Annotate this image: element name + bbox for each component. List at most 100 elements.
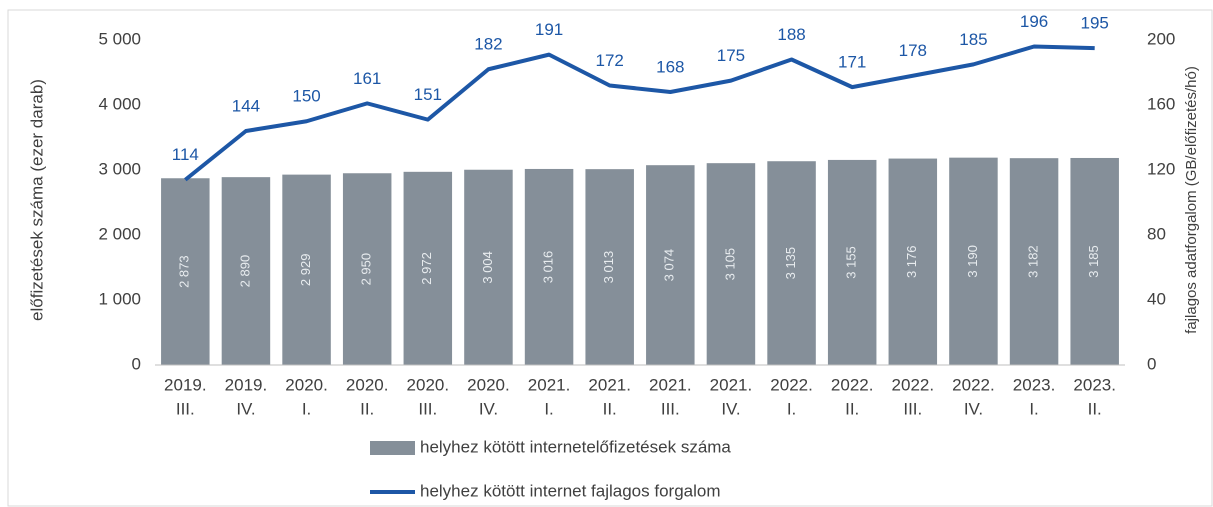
legend-label: helyhez kötött internetelőfizetések szám… bbox=[420, 437, 731, 456]
x-tick-label: 2020. bbox=[467, 375, 510, 394]
x-tick-label: II. bbox=[845, 399, 859, 418]
x-tick-label: II. bbox=[603, 399, 617, 418]
bar-value-label: 3 190 bbox=[965, 245, 980, 278]
line-value-label: 175 bbox=[717, 46, 745, 65]
bar-value-label: 2 950 bbox=[359, 253, 374, 286]
bar-value-label: 3 016 bbox=[541, 251, 556, 284]
bar-value-label: 3 182 bbox=[1026, 245, 1041, 278]
x-tick-label: 2021. bbox=[649, 375, 692, 394]
x-tick-label: IV. bbox=[479, 399, 498, 418]
x-tick-label: 2020. bbox=[285, 375, 328, 394]
x-tick-label: I. bbox=[787, 399, 796, 418]
y2-tick-label: 80 bbox=[1147, 224, 1166, 243]
y-axis-label: előfizetések száma (ezer darab) bbox=[27, 79, 46, 321]
legend-label: helyhez kötött internet fajlagos forgalo… bbox=[420, 481, 721, 500]
y-tick-label: 5 000 bbox=[98, 29, 141, 48]
line-value-label: 171 bbox=[838, 53, 866, 72]
line bbox=[184, 44, 1095, 182]
x-tick-label: II. bbox=[1088, 399, 1102, 418]
x-tick-label: 2023. bbox=[1013, 375, 1056, 394]
line-value-label: 195 bbox=[1081, 14, 1109, 33]
bar bbox=[464, 169, 513, 365]
x-tick-label: 2022. bbox=[770, 375, 813, 394]
x-tick-label: 2022. bbox=[892, 375, 935, 394]
bar bbox=[827, 159, 877, 365]
x-tick-label: 2021. bbox=[588, 375, 631, 394]
bar bbox=[706, 163, 756, 365]
line-value-label: 178 bbox=[899, 41, 927, 60]
y2-tick-label: 120 bbox=[1147, 159, 1175, 178]
bar bbox=[342, 173, 392, 365]
bar bbox=[1009, 158, 1059, 365]
y-tick-label: 1 000 bbox=[98, 289, 141, 308]
y-tick-label: 4 000 bbox=[98, 94, 141, 113]
bar-value-label: 3 004 bbox=[480, 251, 495, 284]
x-tick-label: 2022. bbox=[831, 375, 874, 394]
x-tick-label: 2022. bbox=[952, 375, 995, 394]
bar bbox=[221, 177, 271, 365]
line-value-label: 172 bbox=[596, 51, 624, 70]
x-tick-label: 2020. bbox=[407, 375, 450, 394]
x-tick-label: 2021. bbox=[528, 375, 571, 394]
y2-tick-label: 40 bbox=[1147, 289, 1166, 308]
bar-value-label: 3 176 bbox=[904, 246, 919, 279]
x-tick-label: I. bbox=[544, 399, 553, 418]
x-tick-label: IV. bbox=[236, 399, 255, 418]
bar-value-label: 2 972 bbox=[419, 252, 434, 285]
bar bbox=[949, 157, 998, 365]
bar bbox=[585, 169, 634, 365]
line-value-label: 168 bbox=[656, 57, 684, 76]
x-tick-label: I. bbox=[1029, 399, 1038, 418]
x-tick-label: III. bbox=[418, 399, 437, 418]
bar-value-label: 2 873 bbox=[177, 255, 192, 288]
bar bbox=[524, 168, 574, 365]
y-tick-label: 3 000 bbox=[98, 159, 141, 178]
bar-value-label: 3 074 bbox=[662, 249, 677, 282]
bar bbox=[646, 165, 695, 365]
line-value-label: 144 bbox=[232, 96, 260, 115]
x-tick-label: IV. bbox=[964, 399, 983, 418]
bar-value-label: 3 155 bbox=[844, 246, 859, 279]
line-value-label: 185 bbox=[959, 30, 987, 49]
line-value-label: 196 bbox=[1020, 12, 1048, 31]
legend-swatch bbox=[370, 441, 415, 455]
y2-axis-label: fajlagos adatforgalom (GB/előfizetés/hó) bbox=[1183, 66, 1200, 334]
bar bbox=[403, 171, 453, 365]
bar bbox=[161, 178, 210, 365]
x-tick-label: 2021. bbox=[710, 375, 753, 394]
x-tick-label: 2019. bbox=[225, 375, 268, 394]
x-tick-label: II. bbox=[360, 399, 374, 418]
bar bbox=[888, 158, 938, 365]
x-tick-label: IV. bbox=[721, 399, 740, 418]
bar-value-label: 2 929 bbox=[298, 254, 313, 287]
bar-value-label: 3 105 bbox=[722, 248, 737, 281]
y2-tick-label: 160 bbox=[1147, 94, 1175, 113]
x-tick-label: I. bbox=[302, 399, 311, 418]
bar-value-label: 3 013 bbox=[601, 251, 616, 284]
y2-tick-label: 200 bbox=[1147, 29, 1175, 48]
line-value-label: 161 bbox=[353, 69, 381, 88]
bar-value-label: 2 890 bbox=[237, 255, 252, 288]
x-tick-label: 2020. bbox=[346, 375, 389, 394]
bar-value-label: 3 135 bbox=[783, 247, 798, 280]
chart-frame bbox=[7, 9, 1213, 507]
line-value-label: 188 bbox=[777, 25, 805, 44]
line-value-label: 191 bbox=[535, 20, 563, 39]
line-value-label: 150 bbox=[292, 87, 320, 106]
line-value-label: 151 bbox=[414, 85, 442, 104]
x-tick-label: III. bbox=[661, 399, 680, 418]
bar bbox=[282, 174, 331, 365]
y-tick-label: 2 000 bbox=[98, 224, 141, 243]
x-tick-label: III. bbox=[176, 399, 195, 418]
bar bbox=[1070, 157, 1119, 365]
x-tick-label: 2023. bbox=[1073, 375, 1116, 394]
bar-value-label: 3 185 bbox=[1086, 245, 1101, 278]
y2-tick-label: 0 bbox=[1147, 354, 1156, 373]
x-tick-label: 2019. bbox=[164, 375, 207, 394]
bar bbox=[767, 161, 816, 365]
y-tick-label: 0 bbox=[132, 354, 141, 373]
x-tick-label: III. bbox=[903, 399, 922, 418]
line-value-label: 114 bbox=[172, 145, 199, 164]
line-value-label: 182 bbox=[474, 35, 502, 54]
